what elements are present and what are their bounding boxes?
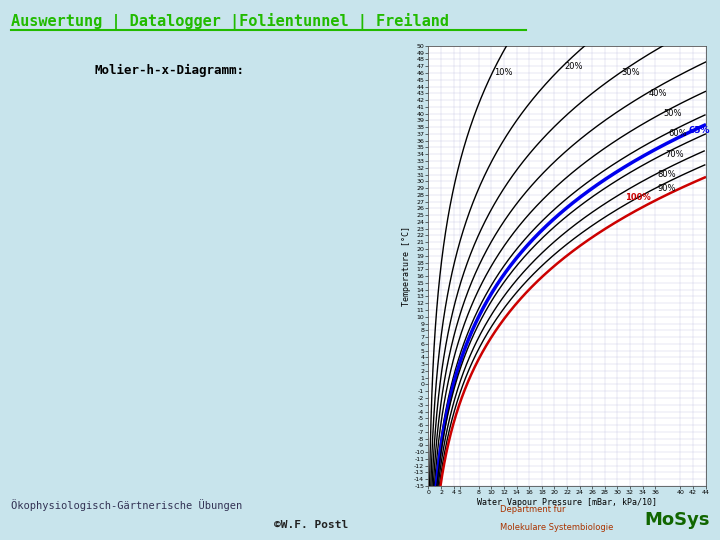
Text: 60%: 60% bbox=[668, 130, 687, 138]
Text: 70%: 70% bbox=[665, 150, 684, 159]
Y-axis label: Temperature [°C]: Temperature [°C] bbox=[402, 226, 411, 306]
Text: ©W.F. Postl: ©W.F. Postl bbox=[274, 521, 348, 530]
Text: 90%: 90% bbox=[657, 184, 676, 193]
Text: 40%: 40% bbox=[649, 89, 667, 98]
X-axis label: Water Vapour Pressure [mBar, kPa/10]: Water Vapour Pressure [mBar, kPa/10] bbox=[477, 498, 657, 507]
Text: 20%: 20% bbox=[564, 62, 583, 71]
Text: 50%: 50% bbox=[663, 109, 682, 118]
Text: 30%: 30% bbox=[621, 69, 640, 77]
Text: Molier-h-x-Diagramm:: Molier-h-x-Diagramm: bbox=[94, 64, 244, 77]
Text: Auswertung | Datalogger |Folientunnel | Freiland: Auswertung | Datalogger |Folientunnel | … bbox=[11, 13, 449, 30]
Text: 80%: 80% bbox=[657, 170, 675, 179]
Text: Molekulare Systembiologie: Molekulare Systembiologie bbox=[500, 523, 613, 532]
Text: MoSys: MoSys bbox=[644, 511, 710, 529]
Text: 100%: 100% bbox=[626, 193, 651, 201]
Text: 10%: 10% bbox=[494, 69, 513, 77]
Text: 65%: 65% bbox=[688, 126, 710, 135]
Text: Department für: Department für bbox=[500, 505, 566, 515]
Text: Ökophysiologisch-Gärtnerische Übungen: Ökophysiologisch-Gärtnerische Übungen bbox=[11, 499, 242, 511]
